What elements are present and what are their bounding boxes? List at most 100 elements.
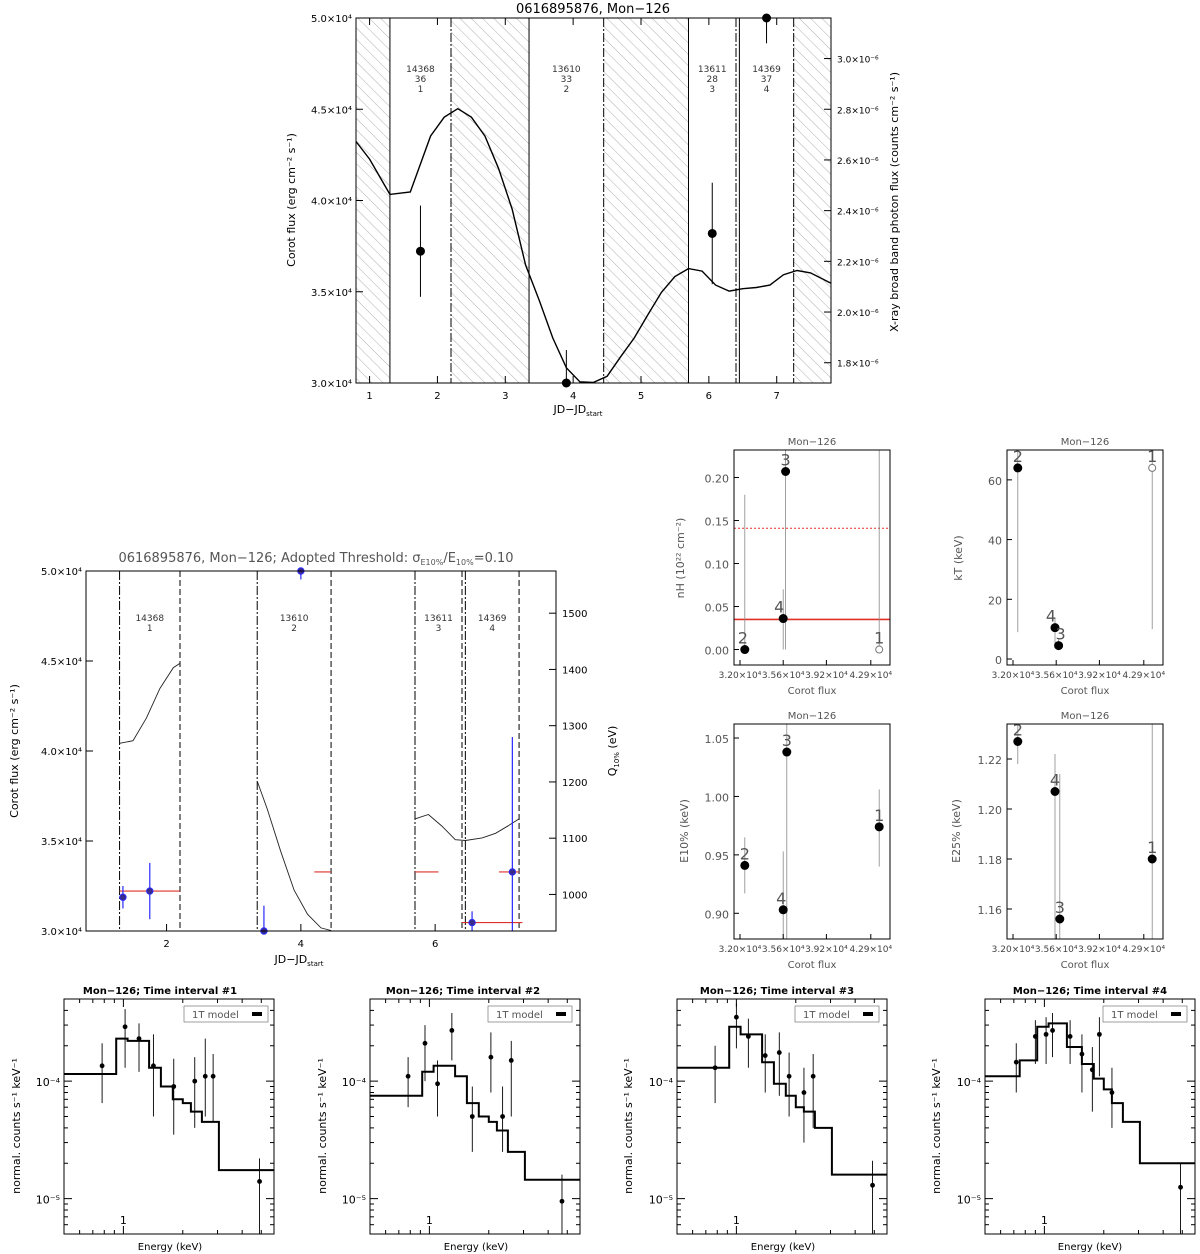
p-spec3-data-point — [810, 1073, 816, 1079]
p-nh-ytick-label: 0.00 — [705, 645, 730, 658]
spec1-plot-frame — [63, 998, 275, 1235]
top-xray-point — [707, 228, 717, 238]
spec3-plot-frame — [676, 998, 888, 1235]
e10-scatter-panel: Mon−126 2 3 4 1 3.20×10⁴ 3.56×10⁴ 3.92×10⁴ 4.2… — [678, 711, 893, 971]
mid-interval-number: 3 — [436, 624, 442, 634]
mid-y2tick-label: 1100 — [562, 834, 587, 845]
top-y2tick-label: 2.0×10⁻⁶ — [837, 309, 879, 319]
top-ytick-label: 3.5×10⁴ — [311, 288, 352, 299]
e25-scatter-panel: Mon−126 2 4 3 1 3.20×10⁴ 3.56×10⁴ 3.92×10⁴ 4.2… — [950, 711, 1166, 971]
p-spec1-data-point — [151, 1063, 156, 1069]
p-e25-point-label: 1 — [1147, 838, 1157, 857]
p-nh-point — [778, 614, 788, 624]
mid-xlabel: JD−JDstart — [274, 953, 324, 968]
mid-y2label: Q10% (eV) — [606, 726, 621, 777]
top-interval-count: 37 — [761, 75, 772, 85]
top-title: 0616895876, Mon−126 — [516, 2, 670, 17]
top-y2tick-label: 2.4×10⁻⁶ — [837, 208, 879, 218]
p-nh-point-label: 4 — [774, 598, 784, 617]
p-spec4-data-point — [1089, 1067, 1095, 1073]
spec3-xlabel: Energy (keV) — [751, 1242, 816, 1253]
top-hatched-region — [603, 18, 689, 383]
mid-corot-segment — [256, 780, 332, 931]
p-e10-xtick-label: 3.20×10⁴ — [719, 945, 762, 955]
p-spec1-data-point — [122, 1024, 128, 1030]
p-e25-ytick-label: 1.20 — [978, 804, 1003, 817]
p-spec4-data-point — [1032, 1034, 1038, 1039]
top-interval-count: 36 — [415, 75, 427, 85]
top-ytick-label: 3.0×10⁴ — [311, 379, 352, 390]
mid-interval-number: 2 — [291, 624, 297, 634]
p-e25-point — [1050, 787, 1060, 796]
spec4-ylabel: normal. counts s⁻¹ keV⁻¹ — [930, 1058, 943, 1194]
mid-y2tick-label: 1400 — [562, 665, 587, 676]
spec3-legend-swatch — [863, 1012, 873, 1016]
p-e25-point — [1055, 914, 1065, 924]
p-spec2-data-point — [508, 1058, 514, 1063]
top-corot-lightcurve — [355, 107, 832, 384]
e25-title: Mon−126 — [1061, 711, 1110, 722]
mid-interval-obsid: 14368 — [135, 614, 164, 624]
p-spec3-xtick-label: 1 — [733, 1214, 740, 1227]
p-e10-point — [740, 860, 750, 870]
spec3-title: Mon−126; Time interval #3 — [700, 986, 854, 997]
spectrum-panel-2: Mon−126; Time interval #2 1 10⁻⁵ 10⁻⁴ 1T m… — [316, 986, 581, 1253]
p-spec2-data-point — [449, 1028, 455, 1033]
p-e25-xtick-label: 3.92×10⁴ — [1078, 945, 1121, 955]
p-spec1-data-point — [171, 1084, 177, 1089]
p-e25-point-label: 2 — [1013, 721, 1023, 740]
e25-ylabel: E25% (keV) — [950, 799, 963, 863]
p-nh-ytick-label: 0.15 — [705, 516, 730, 529]
spec2-legend-box — [487, 1005, 573, 1023]
top-interval-number: 3 — [709, 85, 715, 95]
kt-xlabel: Corot flux — [1061, 686, 1110, 697]
p-e25-ytick-label: 1.18 — [978, 854, 1003, 867]
p-kt-ytick-label: 20 — [988, 594, 1002, 607]
p-kt-point-label: 1 — [1147, 447, 1157, 466]
p-spec2-data-point — [405, 1073, 411, 1079]
top-y2tick-label: 2.6×10⁻⁶ — [837, 157, 879, 167]
mid-y2tick-label: 1000 — [562, 890, 587, 901]
top-xtick-label: 3 — [502, 391, 508, 402]
mid-interval-obsid: 13611 — [424, 614, 453, 624]
spec1-legend-swatch — [252, 1012, 262, 1016]
p-spec3-data-point — [870, 1182, 875, 1188]
p-e25-ytick-label: 1.22 — [978, 754, 1003, 767]
top-xtick-label: 4 — [570, 391, 576, 402]
mid-ytick-label: 3.5×10⁴ — [41, 837, 82, 848]
p-e25-ytick-label: 1.16 — [978, 904, 1003, 917]
p-e10-point-label: 2 — [740, 844, 750, 863]
p-spec4-ytick-label: 10⁻⁵ — [957, 1194, 981, 1207]
nh-title: Mon−126 — [788, 437, 837, 448]
p-e10-point-label: 4 — [776, 889, 786, 908]
p-kt-point-label: 2 — [1013, 447, 1023, 466]
mid-q10-point — [468, 918, 476, 927]
spec4-legend-box — [1102, 1005, 1188, 1023]
spec4-xlabel: Energy (keV) — [1058, 1242, 1123, 1253]
top-hatched-region — [793, 18, 831, 383]
mid-ytick-label: 3.0×10⁴ — [41, 927, 82, 938]
top-interval-count: 28 — [707, 75, 719, 85]
p-spec2-model-step — [370, 1064, 580, 1181]
top-y2tick-label: 2.8×10⁻⁶ — [837, 106, 879, 116]
spec2-title: Mon−126; Time interval #2 — [386, 986, 540, 997]
p-e25-point-label: 4 — [1050, 771, 1060, 790]
p-kt-point — [1148, 463, 1157, 472]
mid-interval-obsid: 14369 — [478, 614, 507, 624]
e10-title: Mon−126 — [788, 711, 837, 722]
spectrum-panel-3: Mon−126; Time interval #3 1 10⁻⁵ 10⁻⁴ 1T m… — [622, 986, 888, 1253]
p-spec1-data-point — [136, 1036, 142, 1042]
kt-plot-frame — [1006, 449, 1164, 666]
top-ytick-label: 4.5×10⁴ — [311, 105, 352, 116]
mid-interval-number: 4 — [489, 624, 495, 634]
top-xtick-label: 6 — [706, 391, 712, 402]
p-e25-xtick-label: 4.29×10⁴ — [1122, 945, 1165, 955]
mid-y2tick-label: 1500 — [562, 609, 587, 620]
p-spec1-ytick-label: 10⁻⁴ — [36, 1076, 61, 1089]
p-e25-point — [1013, 737, 1023, 746]
p-nh-point — [740, 645, 750, 655]
p-nh-ytick-label: 0.10 — [705, 559, 730, 572]
spectrum-panel-1: Mon−126; Time interval #1 1 10⁻⁵ 10⁻⁴ 1T m… — [10, 986, 275, 1253]
mid-q10-point — [119, 893, 127, 901]
